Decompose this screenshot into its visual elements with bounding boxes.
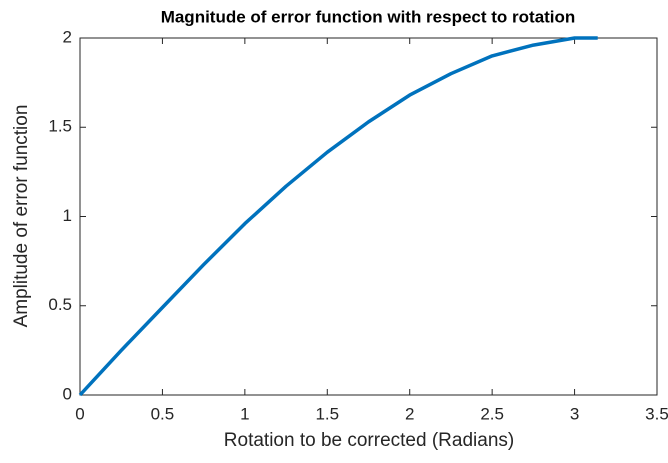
x-tick-label: 0 xyxy=(75,404,84,423)
x-axis-label: Rotation to be corrected (Radians) xyxy=(224,430,514,451)
x-tick-label: 3 xyxy=(570,404,579,423)
chart-title: Magnitude of error function with respect… xyxy=(161,7,576,26)
y-tick-label: 1.5 xyxy=(48,117,72,136)
y-tick-label: 0 xyxy=(63,384,72,403)
x-tick-label: 2.5 xyxy=(480,404,504,423)
x-tick-label: 2 xyxy=(405,404,414,423)
y-axis-label: Amplitude of error function xyxy=(11,105,32,328)
y-tick-label: 1 xyxy=(63,206,72,225)
x-tick-label: 3.5 xyxy=(645,404,668,423)
x-tick-label: 1.5 xyxy=(315,404,339,423)
x-tick-label: 1 xyxy=(240,404,249,423)
y-tick-label: 0.5 xyxy=(48,295,72,314)
x-tick-label: 0.5 xyxy=(151,404,175,423)
data-line xyxy=(78,36,598,397)
y-tick-label: 2 xyxy=(63,27,72,46)
